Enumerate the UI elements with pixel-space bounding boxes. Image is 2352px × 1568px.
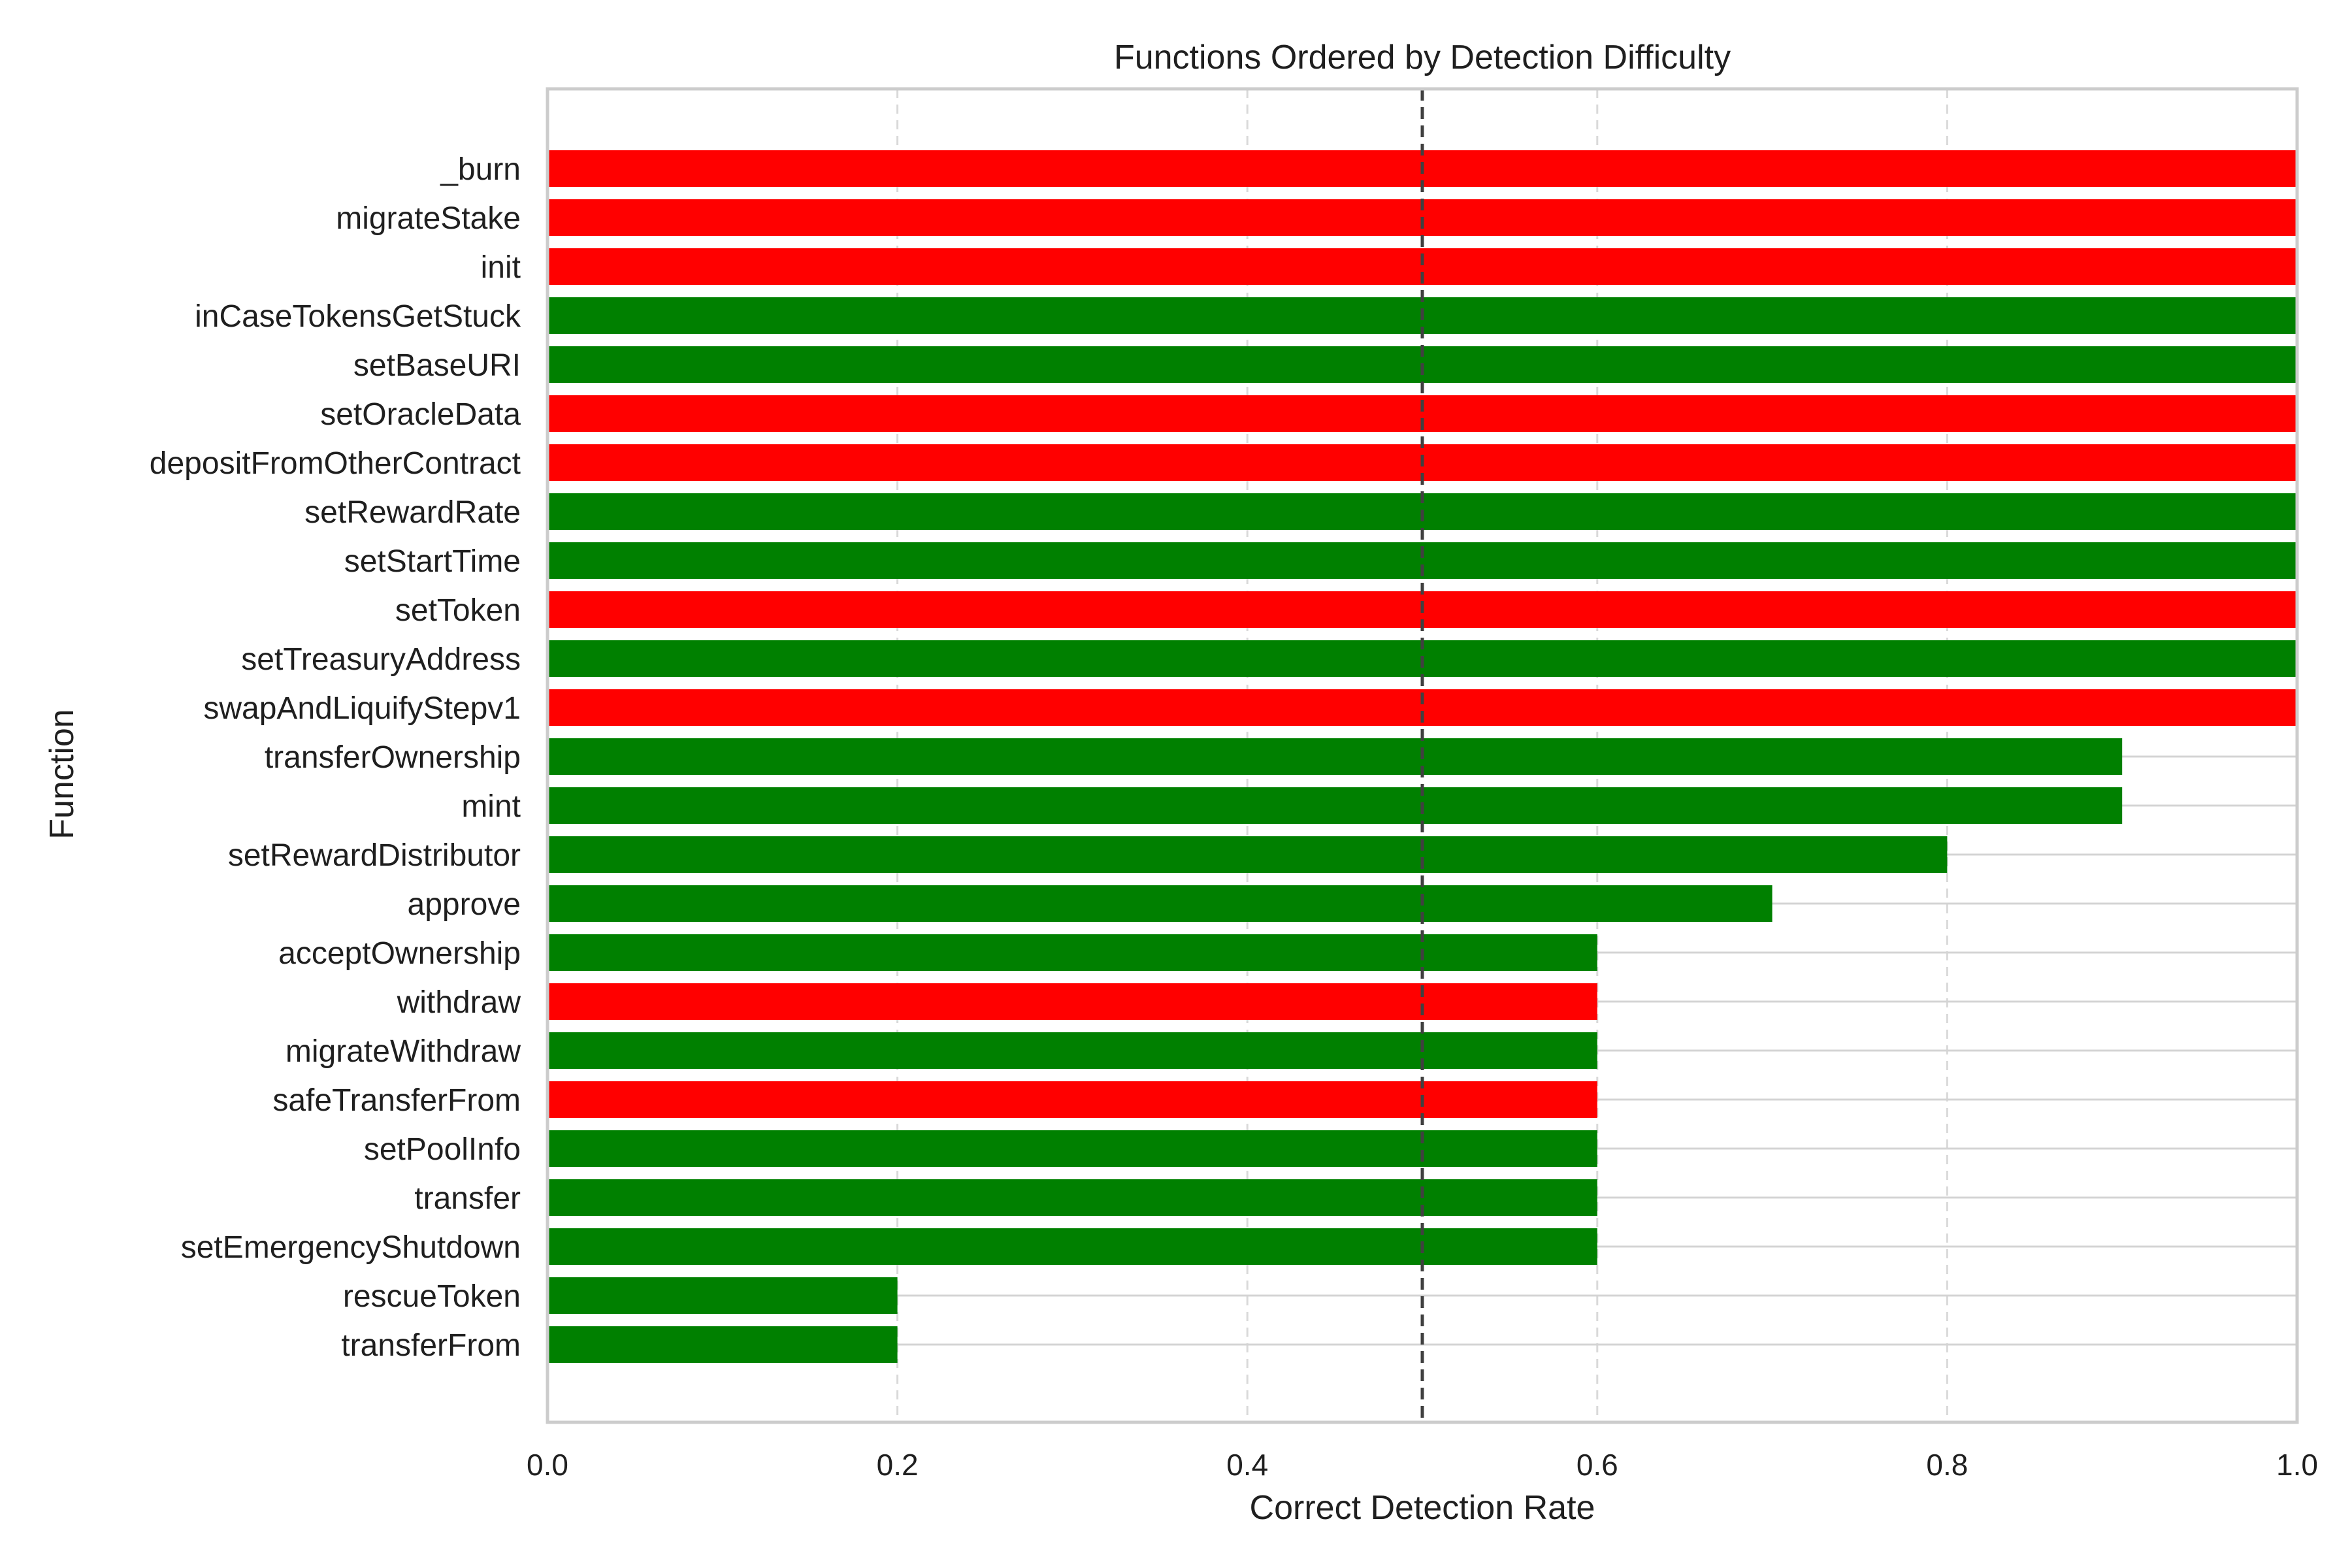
y-tick-label: setRewardRate: [304, 495, 521, 530]
bar-setRewardDistributor: [547, 836, 1948, 873]
y-tick-label: inCaseTokensGetStuck: [195, 299, 521, 334]
y-tick-label: setTreasuryAddress: [241, 642, 521, 677]
y-tick-label: depositFromOtherContract: [150, 446, 521, 481]
y-tick-label: acceptOwnership: [278, 936, 521, 971]
y-tick-label: transferOwnership: [265, 740, 521, 775]
x-tick-label: 0.4: [1226, 1448, 1268, 1482]
x-tick-label: 0.6: [1576, 1448, 1618, 1482]
y-tick-label: rescueToken: [343, 1279, 521, 1314]
y-tick-label: setPoolInfo: [364, 1132, 521, 1167]
y-tick-label: safeTransferFrom: [272, 1083, 521, 1118]
y-tick-label: approve: [408, 887, 521, 922]
x-axis-label: Correct Detection Rate: [1250, 1489, 1595, 1527]
y-tick-label: mint: [461, 789, 521, 824]
y-tick-label: transfer: [414, 1181, 521, 1216]
y-tick-label: setOracleData: [320, 397, 521, 432]
bar-safeTransferFrom: [547, 1081, 1597, 1118]
bar-transferFrom: [547, 1326, 898, 1363]
bar-acceptOwnership: [547, 934, 1597, 971]
bar-transfer: [547, 1179, 1597, 1216]
y-tick-label: swapAndLiquifyStepv1: [203, 691, 521, 726]
y-tick-label: setEmergencyShutdown: [181, 1230, 521, 1265]
bar-approve: [547, 885, 1772, 922]
x-tick-label: 0.2: [877, 1448, 919, 1482]
y-tick-label: withdraw: [397, 985, 521, 1020]
y-tick-label: setBaseURI: [353, 348, 521, 383]
bar-setEmergencyShutdown: [547, 1228, 1597, 1265]
bar-migrateWithdraw: [547, 1032, 1597, 1069]
x-tick-label: 0.8: [1926, 1448, 1968, 1482]
bar-setPoolInfo: [547, 1130, 1597, 1167]
y-tick-label: _burn: [440, 152, 521, 187]
y-tick-label: setToken: [395, 593, 521, 628]
y-axis-label: Function: [43, 709, 81, 839]
y-tick-label: setStartTime: [344, 544, 521, 579]
y-tick-label: migrateWithdraw: [286, 1034, 521, 1069]
chart-title: Functions Ordered by Detection Difficult…: [1114, 39, 1731, 76]
plot-frame: [546, 87, 2299, 1424]
x-tick-label: 0.0: [527, 1448, 568, 1482]
bar-withdraw: [547, 983, 1597, 1020]
y-tick-label: setRewardDistributor: [228, 838, 521, 873]
bar-rescueToken: [547, 1277, 898, 1314]
y-tick-labels: _burn migrateStake init inCaseTokensGetStuc…: [150, 152, 521, 1363]
y-tick-label: init: [481, 250, 521, 285]
y-tick-label: transferFrom: [341, 1328, 521, 1363]
y-tick-label: migrateStake: [336, 201, 521, 236]
x-tick-labels: 0.0 0.2 0.4 0.6 0.8 1.0: [527, 1448, 2318, 1482]
bar-mint: [547, 787, 2123, 824]
x-tick-label: 1.0: [2276, 1448, 2318, 1482]
bar-transferOwnership: [547, 738, 2123, 775]
